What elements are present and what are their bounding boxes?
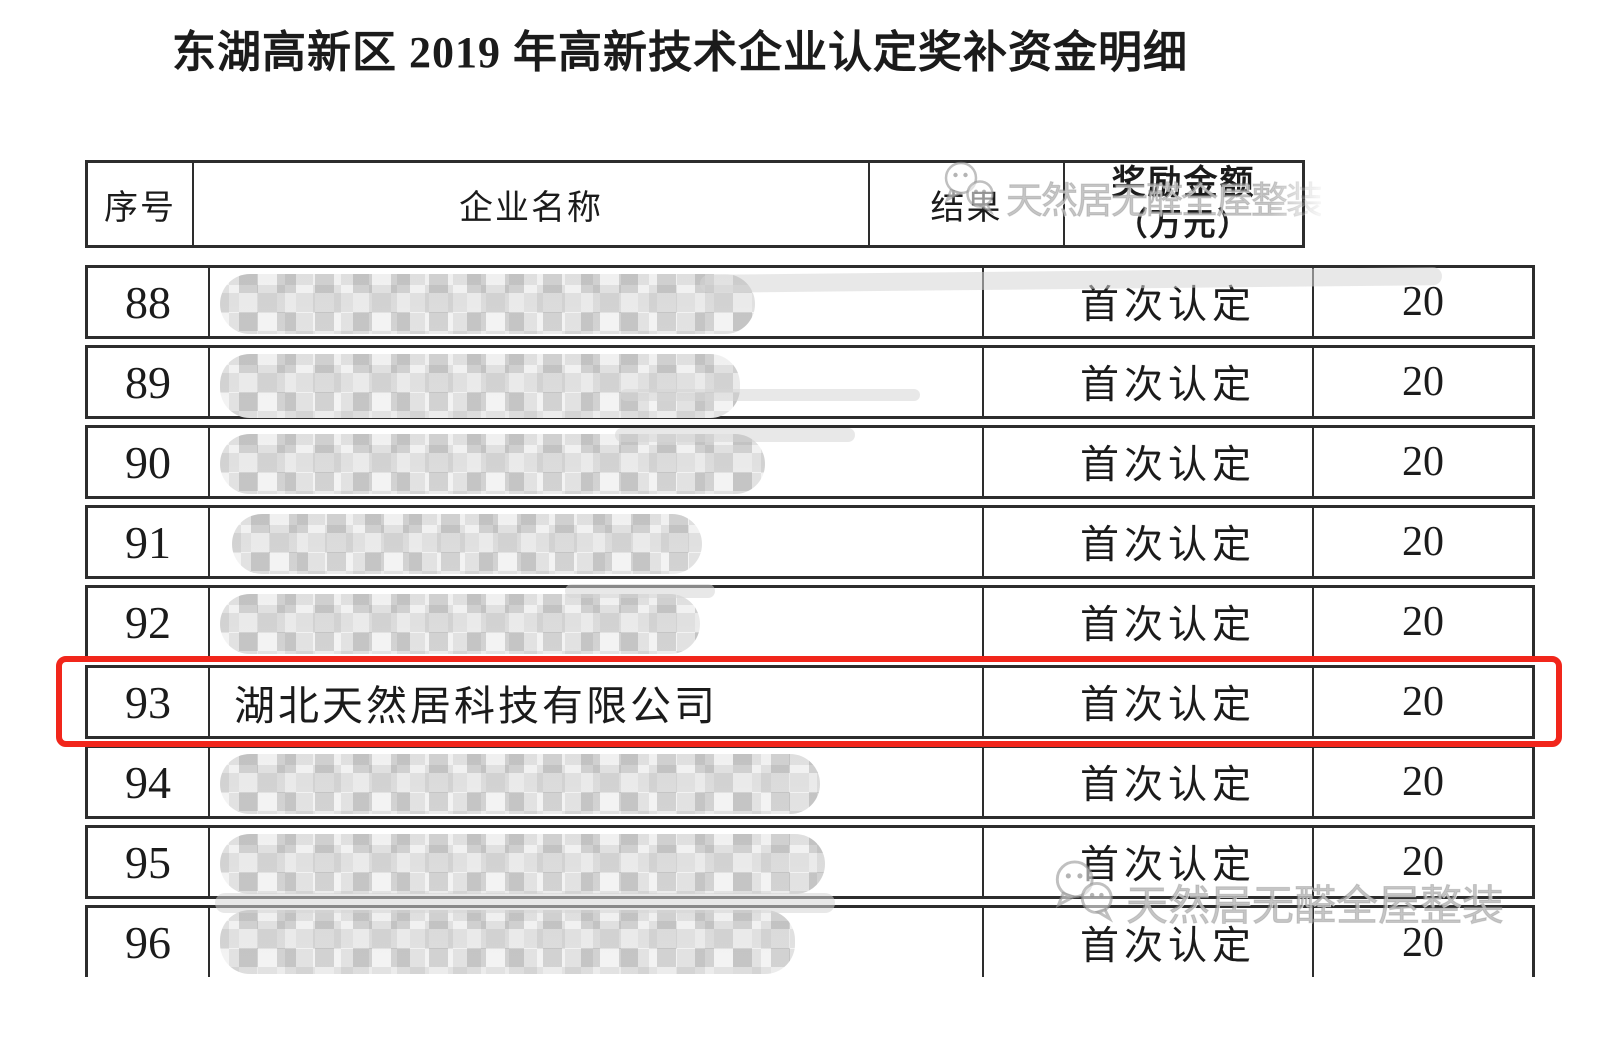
row-result: 首次认定 bbox=[982, 268, 1312, 336]
header-cell-company-name: 企业名称 bbox=[192, 163, 868, 245]
row-result: 首次认定 bbox=[982, 428, 1312, 496]
table-row: 91 首次认定 20 bbox=[85, 505, 1535, 579]
redacted-company-name bbox=[220, 594, 700, 654]
header-amount-line1: 奖励金额 bbox=[1111, 165, 1256, 202]
table-row: 90 首次认定 20 bbox=[85, 425, 1535, 499]
redaction-smudge bbox=[215, 893, 835, 913]
redacted-company-name bbox=[220, 754, 820, 814]
row-company-name bbox=[208, 268, 982, 336]
redacted-company-name bbox=[220, 434, 765, 494]
row-no: 93 bbox=[125, 676, 171, 728]
row-amount: 20 bbox=[1312, 588, 1532, 656]
row-no: 95 bbox=[125, 836, 171, 888]
table-row: 92 首次认定 20 bbox=[85, 585, 1535, 659]
redacted-company-name bbox=[232, 514, 702, 574]
redaction-smudge bbox=[565, 584, 715, 598]
row-result: 首次认定 bbox=[982, 828, 1312, 896]
redacted-company-name bbox=[220, 834, 825, 894]
table-row: 94 首次认定 20 bbox=[85, 745, 1535, 819]
row-company-name bbox=[208, 588, 982, 656]
table-header-row: 序号 企业名称 结果 奖励金额 （万元） bbox=[85, 160, 1305, 248]
row-result: 首次认定 bbox=[982, 348, 1312, 416]
row-amount: 20 bbox=[1312, 828, 1532, 896]
row-amount: 20 bbox=[1312, 668, 1532, 736]
row-amount: 20 bbox=[1312, 348, 1532, 416]
table-row: 96 首次认定 20 bbox=[85, 905, 1535, 977]
row-amount: 20 bbox=[1312, 508, 1532, 576]
row-amount: 20 bbox=[1312, 908, 1532, 977]
row-no: 89 bbox=[125, 356, 171, 408]
table-row: 95 首次认定 20 bbox=[85, 825, 1535, 899]
row-result: 首次认定 bbox=[982, 588, 1312, 656]
row-result: 首次认定 bbox=[982, 908, 1312, 977]
header-amount-line2: （万元） bbox=[1115, 206, 1252, 242]
redacted-company-name bbox=[220, 910, 795, 974]
row-company-name bbox=[208, 428, 982, 496]
row-no: 88 bbox=[125, 276, 171, 328]
row-company-name bbox=[208, 508, 982, 576]
row-result: 首次认定 bbox=[982, 748, 1312, 816]
table-row: 89 首次认定 20 bbox=[85, 345, 1535, 419]
header-cell-result: 结果 bbox=[868, 163, 1063, 245]
row-company-name bbox=[208, 348, 982, 418]
row-no: 92 bbox=[125, 596, 171, 648]
row-no: 90 bbox=[125, 436, 171, 488]
row-company-name bbox=[208, 828, 982, 896]
redaction-smudge bbox=[615, 428, 855, 442]
row-amount: 20 bbox=[1312, 748, 1532, 816]
redacted-company-name bbox=[220, 274, 755, 334]
row-no: 94 bbox=[125, 756, 171, 808]
redaction-smudge bbox=[620, 389, 920, 401]
row-company-name: 湖北天然居科技有限公司 bbox=[208, 668, 982, 736]
header-cell-no: 序号 bbox=[104, 189, 176, 227]
row-amount: 20 bbox=[1312, 428, 1532, 496]
row-company-name bbox=[208, 748, 982, 816]
row-result: 首次认定 bbox=[982, 668, 1312, 736]
redacted-company-name bbox=[220, 354, 740, 418]
row-no: 91 bbox=[125, 516, 171, 568]
row-amount: 20 bbox=[1312, 268, 1532, 336]
row-no: 96 bbox=[125, 917, 171, 968]
row-result: 首次认定 bbox=[982, 508, 1312, 576]
page-title: 东湖高新区 2019 年高新技术企业认定奖补资金明细 bbox=[172, 28, 1188, 77]
table-row-highlighted: 93 湖北天然居科技有限公司 首次认定 20 bbox=[85, 665, 1535, 739]
header-cell-amount: 奖励金额 （万元） bbox=[1063, 163, 1302, 245]
row-company-name bbox=[208, 908, 982, 977]
